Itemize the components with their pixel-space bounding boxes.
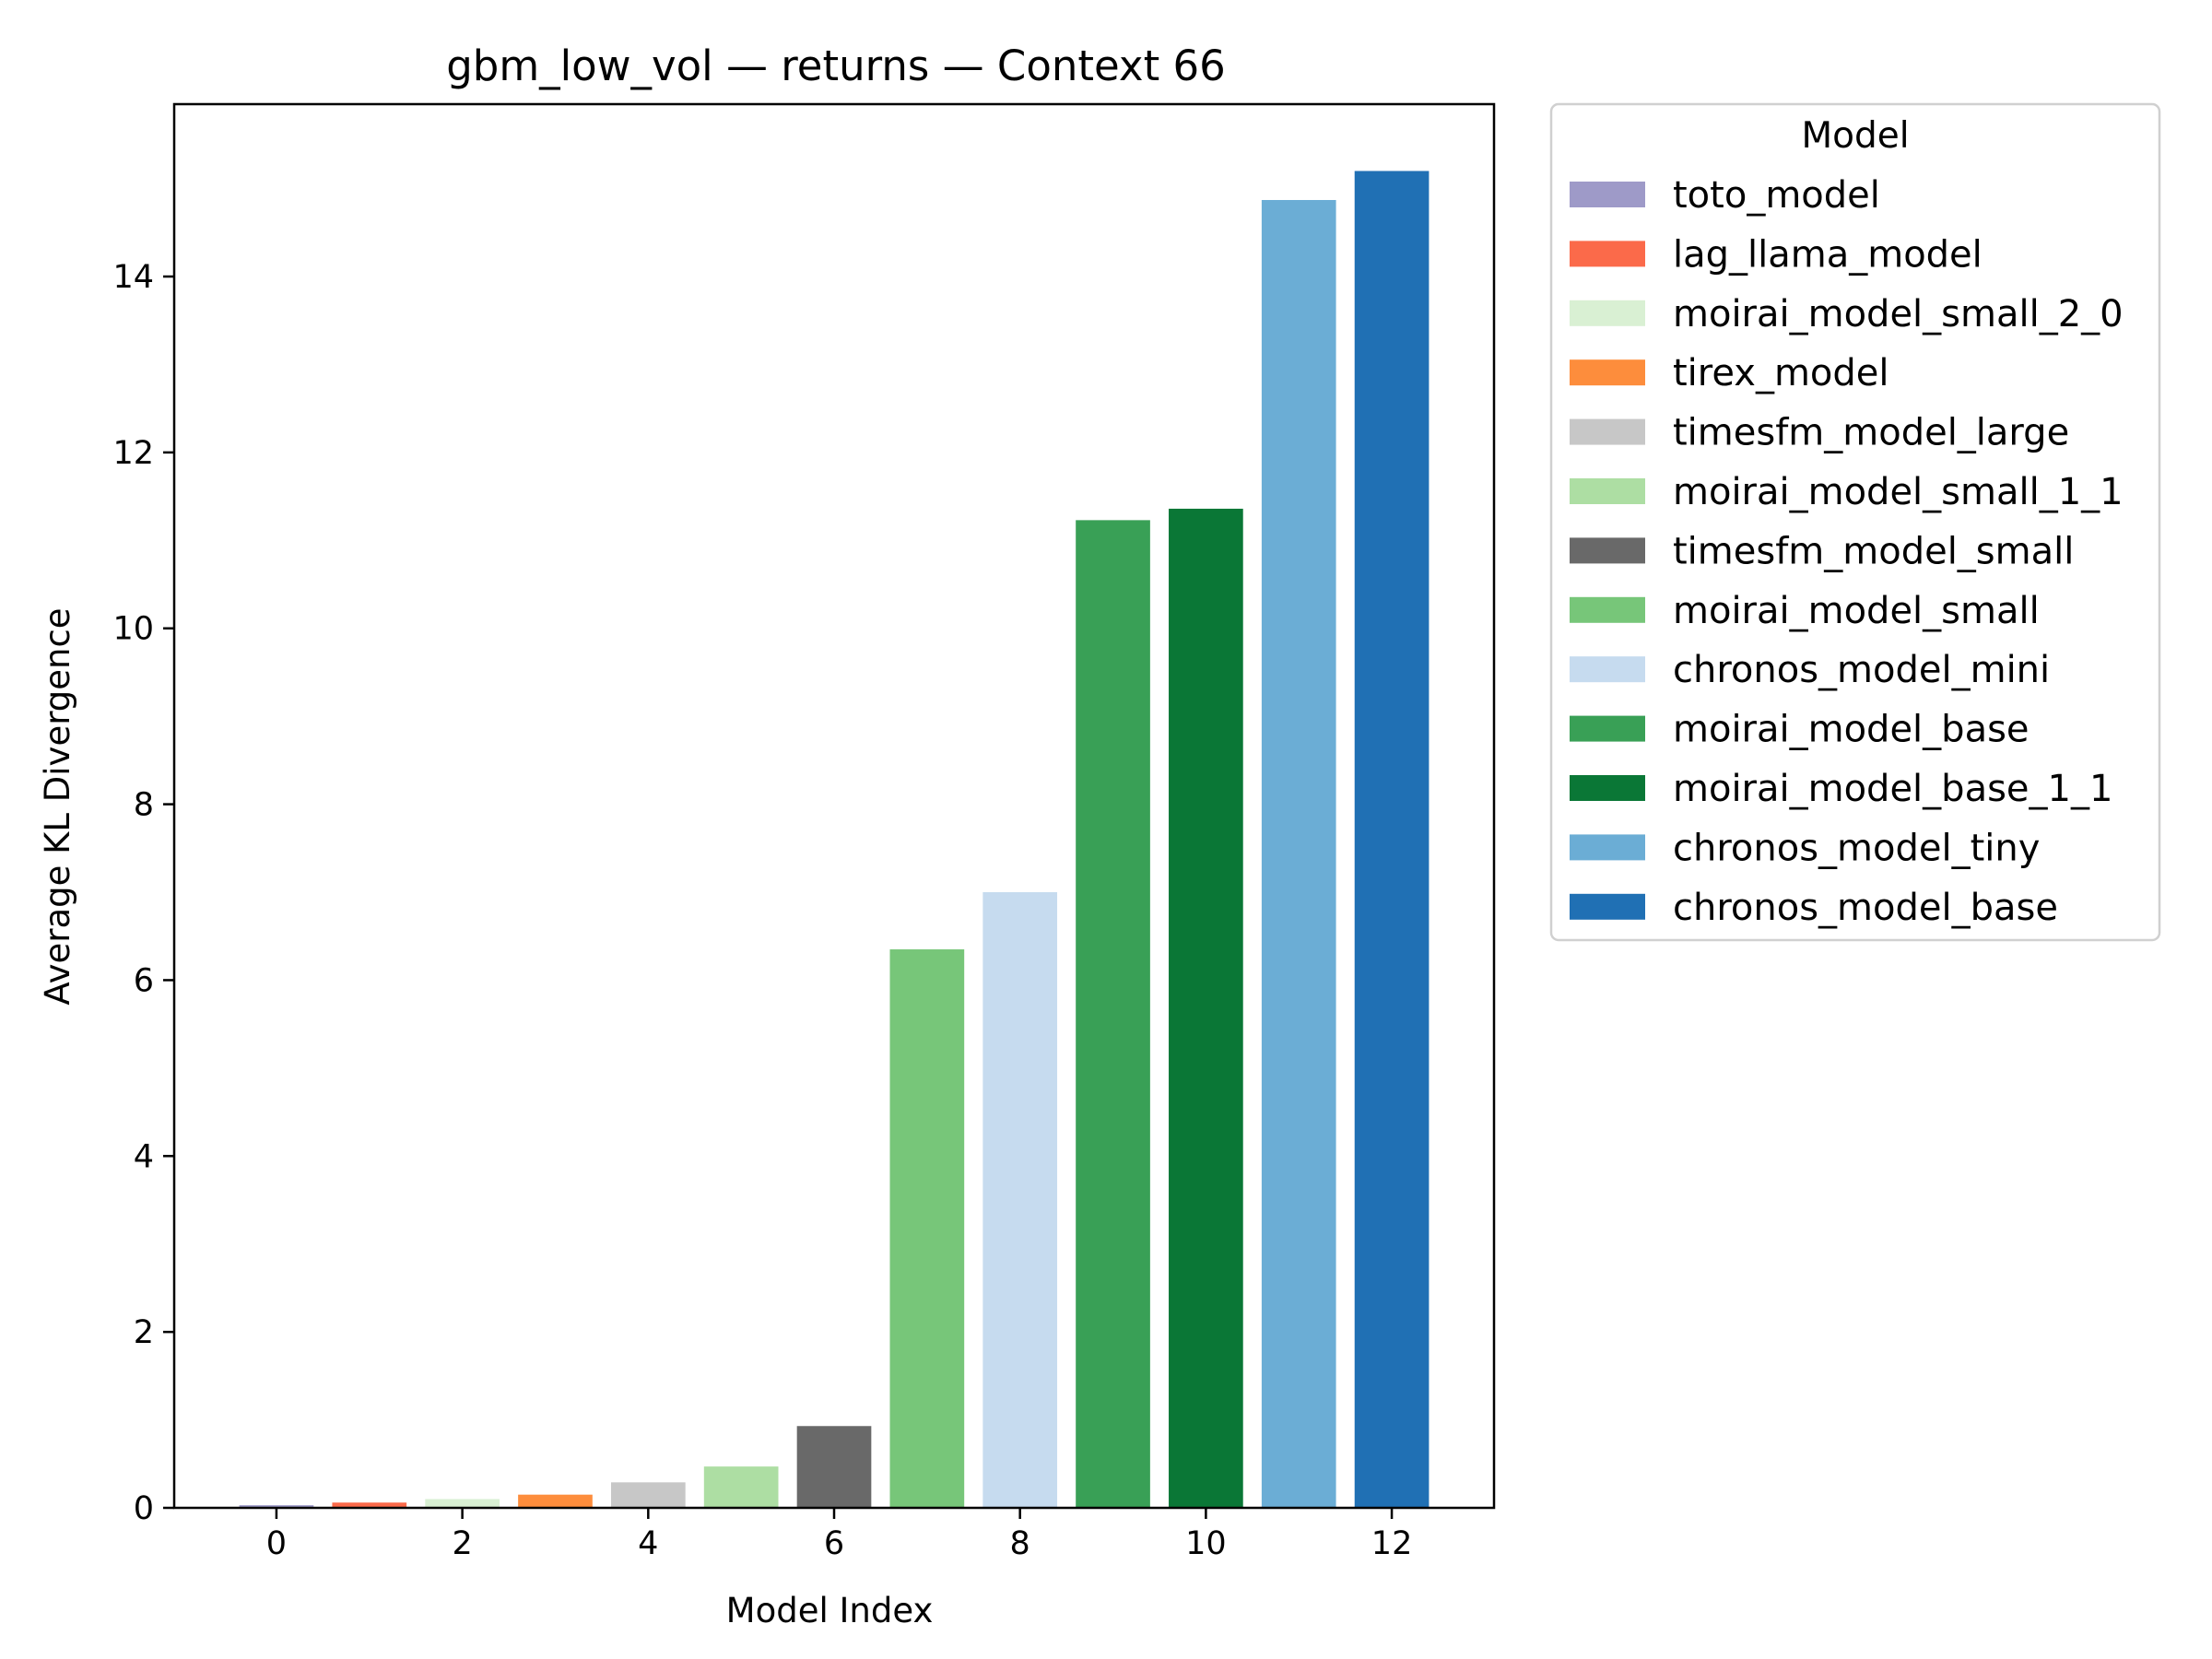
bar-chronos_model_mini	[982, 892, 1058, 1508]
bar-moirai_model_base	[1076, 520, 1150, 1509]
y-tick-label: 2	[134, 1314, 154, 1351]
legend-label-tirex_model: tirex_model	[1673, 352, 1889, 394]
legend-label-timesfm_model_large: timesfm_model_large	[1673, 412, 2069, 454]
bar-timesfm_model_large	[610, 1482, 686, 1508]
bar-moirai_model_small	[889, 949, 965, 1508]
y-tick-label: 6	[134, 962, 154, 999]
legend-swatch-chronos_model_tiny	[1570, 834, 1645, 861]
y-tick-label: 10	[112, 611, 154, 648]
legend-swatch-chronos_model_mini	[1570, 656, 1645, 683]
x-tick-label: 10	[1185, 1525, 1227, 1562]
legend-swatch-chronos_model_base	[1570, 893, 1645, 920]
bar-tirex_model	[518, 1494, 593, 1508]
legend-label-moirai_model_base_1_1: moirai_model_base_1_1	[1673, 768, 2112, 810]
y-tick-label: 4	[134, 1138, 154, 1175]
bar-timesfm_model_small	[796, 1426, 872, 1508]
legend-label-toto_model: toto_model	[1673, 174, 1880, 217]
bar-chronos_model_base	[1354, 171, 1430, 1508]
x-axis: 0 2 4 6 8 10 12	[266, 1508, 1413, 1562]
legend-label-moirai_model_small_2_0: moirai_model_small_2_0	[1673, 293, 2124, 335]
y-axis: 0 2 4 6 8 10 12 14	[112, 259, 174, 1527]
legend-swatch-timesfm_model_small	[1570, 537, 1645, 564]
x-tick-label: 2	[452, 1525, 472, 1562]
x-tick-label: 8	[1010, 1525, 1030, 1562]
bar-toto_model	[239, 1505, 314, 1508]
bar-lag_llama_model	[332, 1502, 407, 1508]
legend-frame	[1549, 102, 2161, 942]
legend-swatch-timesfm_model_large	[1570, 418, 1645, 445]
legend-swatch-tirex_model	[1570, 359, 1645, 386]
legend-swatch-lag_llama_model	[1570, 241, 1645, 267]
legend-swatch-moirai_model_small_2_0	[1570, 300, 1645, 326]
legend-swatch-moirai_model_small	[1570, 596, 1645, 623]
chart-title: gbm_low_vol — returns — Context 66	[446, 41, 1226, 90]
bar-moirai_model_small_1_1	[703, 1466, 779, 1508]
legend-label-moirai_model_small_1_1: moirai_model_small_1_1	[1673, 471, 2124, 513]
legend-label-chronos_model_base: chronos_model_base	[1673, 887, 2058, 929]
legend-label-moirai_model_small: moirai_model_small	[1673, 590, 2040, 632]
y-tick-label: 12	[112, 435, 154, 472]
x-tick-label: 0	[266, 1525, 287, 1562]
legend-label-chronos_model_tiny: chronos_model_tiny	[1673, 827, 2040, 869]
y-tick-label: 14	[112, 259, 154, 296]
legend: Model toto_model lag_llama_model moirai_mo…	[1549, 102, 2161, 942]
legend-label-timesfm_model_small: timesfm_model_small	[1673, 530, 2074, 572]
legend-swatch-moirai_model_base	[1570, 715, 1645, 742]
legend-swatch-moirai_model_small_1_1	[1570, 478, 1645, 504]
bar-chronos_model_tiny	[1261, 200, 1336, 1508]
legend-label-moirai_model_base: moirai_model_base	[1673, 709, 2030, 751]
legend-items: toto_model lag_llama_model moirai_model_sm…	[1570, 174, 2124, 929]
y-tick-label: 8	[134, 787, 154, 824]
legend-label-lag_llama_model: lag_llama_model	[1673, 233, 1983, 276]
legend-title: Model	[1801, 115, 1909, 157]
y-tick-label: 0	[134, 1490, 154, 1527]
legend-swatch-moirai_model_base_1_1	[1570, 775, 1645, 801]
bar-moirai_model_base_1_1	[1169, 508, 1243, 1508]
x-axis-label: Model Index	[726, 1591, 934, 1630]
y-axis-label: Average KL Divergence	[38, 607, 77, 1005]
x-tick-label: 6	[824, 1525, 844, 1562]
x-tick-label: 12	[1371, 1525, 1413, 1562]
bar-moirai_model_small_2_0	[425, 1499, 500, 1508]
legend-swatch-toto_model	[1570, 182, 1645, 207]
bars-group	[239, 171, 1430, 1509]
legend-label-chronos_model_mini: chronos_model_mini	[1673, 649, 2050, 691]
x-tick-label: 4	[638, 1525, 658, 1562]
